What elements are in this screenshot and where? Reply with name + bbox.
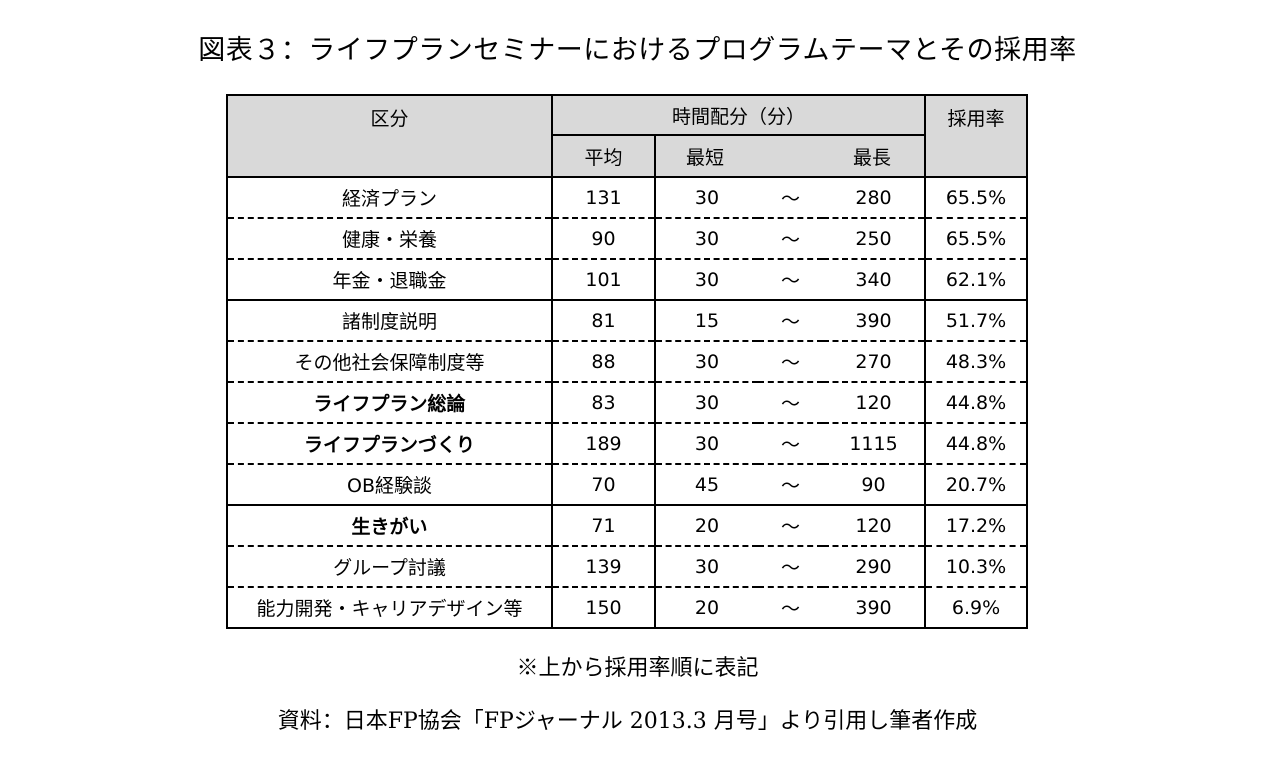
cell-min: 30 (654, 382, 758, 423)
cell-category: 年金・退職金 (226, 259, 553, 300)
cell-rate: 48.3% (924, 341, 1029, 382)
cell-rate: 6.9% (924, 587, 1029, 628)
table-body: 経済プラン 131 30 ～ 280 65.5% 健康・栄養 90 30 ～ 250 65.5% 年金・… (226, 177, 1029, 628)
cell-rate: 17.2% (924, 505, 1029, 546)
cell-max: 290 (823, 546, 927, 587)
cell-avg: 71 (551, 505, 656, 546)
table-row: ライフプランづくり 189 30 ～ 1115 44.8% (226, 423, 1029, 464)
cell-max: 1115 (823, 423, 927, 464)
table-row: 能力開発・キャリアデザイン等 150 20 ～ 390 6.9% (226, 587, 1029, 628)
table-row: 健康・栄養 90 30 ～ 250 65.5% (226, 218, 1029, 259)
cell-min: 30 (654, 259, 758, 300)
cell-avg: 189 (551, 423, 656, 464)
cell-sep: ～ (780, 516, 800, 538)
table-row: グループ討議 139 30 ～ 290 10.3% (226, 546, 1029, 587)
cell-avg: 101 (551, 259, 656, 300)
cell-avg: 139 (551, 546, 656, 587)
cell-rate: 65.5% (924, 218, 1029, 259)
cell-avg: 83 (551, 382, 656, 423)
cell-min: 45 (654, 464, 758, 505)
table-row: その他社会保障制度等 88 30 ～ 270 48.3% (226, 341, 1029, 382)
program-table-container: 区分 時間配分（分） 採用率 平均 最短 最長 経済プラン 131 30 ～ 280 65… (226, 94, 1029, 629)
cell-min: 15 (654, 300, 758, 341)
cell-min: 30 (654, 177, 758, 218)
cell-max: 340 (823, 259, 927, 300)
cell-max: 90 (823, 464, 927, 505)
cell-category: 健康・栄養 (226, 218, 553, 259)
cell-category: ライフプランづくり (226, 423, 553, 464)
cell-rate: 62.1% (924, 259, 1029, 300)
cell-sep: ～ (780, 557, 800, 579)
table-row: ライフプラン総論 83 30 ～ 120 44.8% (226, 382, 1029, 423)
cell-rate: 51.7% (924, 300, 1029, 341)
table-note: ※上から採用率順に表記 (516, 656, 759, 681)
cell-max: 390 (823, 300, 927, 341)
cell-category: 経済プラン (226, 177, 553, 218)
cell-min: 30 (654, 218, 758, 259)
cell-min: 30 (654, 546, 758, 587)
cell-category: 諸制度説明 (226, 300, 553, 341)
cell-rate: 65.5% (924, 177, 1029, 218)
cell-category: ライフプラン総論 (226, 382, 553, 423)
header-min: 最短 (654, 134, 758, 178)
header-sep (758, 134, 823, 178)
header-category: 区分 (226, 94, 553, 178)
cell-min: 30 (654, 341, 758, 382)
header-avg: 平均 (551, 134, 656, 178)
cell-sep: ～ (780, 229, 800, 251)
table-row: 年金・退職金 101 30 ～ 340 62.1% (226, 259, 1029, 300)
cell-avg: 90 (551, 218, 656, 259)
cell-avg: 150 (551, 587, 656, 628)
cell-max: 120 (823, 505, 927, 546)
cell-max: 390 (823, 587, 927, 628)
source-citation: 資料：日本FP協会「FPジャーナル 2013.3 月号」より引用し筆者作成 (277, 709, 978, 734)
cell-rate: 10.3% (924, 546, 1029, 587)
header-rate: 採用率 (924, 94, 1029, 178)
cell-rate: 44.8% (924, 382, 1029, 423)
cell-min: 20 (654, 505, 758, 546)
cell-sep: ～ (780, 434, 800, 456)
header-max: 最長 (823, 134, 927, 178)
cell-category: その他社会保障制度等 (226, 341, 553, 382)
cell-category: グループ討議 (226, 546, 553, 587)
cell-category: 能力開発・キャリアデザイン等 (226, 587, 553, 628)
program-table: 区分 時間配分（分） 採用率 平均 最短 最長 経済プラン 131 30 ～ 280 65… (226, 94, 1029, 629)
header-time: 時間配分（分） (550, 94, 927, 136)
cell-category: 生きがい (226, 505, 553, 546)
cell-sep: ～ (780, 475, 800, 497)
cell-sep: ～ (780, 352, 800, 374)
page-title: 図表３：ライフプランセミナーにおけるプログラムテーマとその採用率 (198, 35, 1077, 66)
cell-sep: ～ (780, 598, 800, 620)
cell-rate: 44.8% (924, 423, 1029, 464)
cell-avg: 70 (551, 464, 656, 505)
cell-avg: 81 (551, 300, 656, 341)
cell-category: OB経験談 (226, 464, 553, 505)
cell-avg: 88 (551, 341, 656, 382)
cell-avg: 131 (551, 177, 656, 218)
cell-min: 20 (654, 587, 758, 628)
cell-max: 250 (823, 218, 927, 259)
cell-sep: ～ (780, 188, 800, 210)
cell-max: 120 (823, 382, 927, 423)
table-row: 生きがい 71 20 ～ 120 17.2% (226, 505, 1029, 546)
cell-rate: 20.7% (924, 464, 1029, 505)
table-row: OB経験談 70 45 ～ 90 20.7% (226, 464, 1029, 505)
table-row: 諸制度説明 81 15 ～ 390 51.7% (226, 300, 1029, 341)
cell-sep: ～ (780, 393, 800, 415)
cell-min: 30 (654, 423, 758, 464)
cell-max: 280 (823, 177, 927, 218)
table-row: 経済プラン 131 30 ～ 280 65.5% (226, 177, 1029, 218)
cell-sep: ～ (780, 311, 800, 333)
cell-sep: ～ (780, 270, 800, 292)
cell-max: 270 (823, 341, 927, 382)
